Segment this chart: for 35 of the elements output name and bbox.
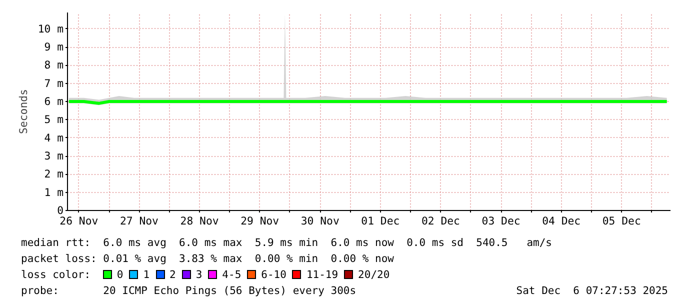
legend-label: 3	[196, 269, 202, 281]
legend-label: 4-5	[222, 269, 242, 281]
legend-label: 2	[170, 269, 176, 281]
x-tick-label: 02 Dec	[421, 214, 460, 228]
y-tick-label: 8 m	[44, 58, 64, 72]
text: probe: 20 ICMP Echo Pings (56 Bytes) every 300s	[21, 285, 356, 297]
x-tick-label: 03 Dec	[482, 214, 520, 228]
y-tick-label: 4 m	[44, 131, 64, 144]
legend-label: 20/20	[358, 269, 390, 281]
text: packet loss: 0.01 % avg 3.83 % max 0.00 % min 0.00 % now	[21, 252, 395, 267]
legend-label: 1	[143, 269, 150, 281]
y-tick-label: 3 m	[44, 150, 64, 163]
legend-label: 0	[116, 269, 124, 281]
y-tick-label: 7 m	[44, 76, 64, 90]
y-tick-label: 6 m	[44, 95, 64, 108]
y-axis-title: Seconds	[16, 89, 30, 134]
legend-title: loss color:	[21, 269, 92, 281]
y-tick-label: 2 m	[44, 168, 64, 181]
y-tick-label: 5 m	[44, 113, 64, 126]
y-tick-label: 1 m	[44, 186, 64, 199]
text: median rtt: 6.0 ms avg 6.0 ms max 5.9 ms min 6.0 ms now 0.0 ms sd 540.5 am/s	[21, 236, 554, 251]
x-tick-label: 27 Nov	[120, 214, 158, 228]
x-tick-label: 04 Dec	[542, 214, 581, 228]
legend-label: 11-19	[306, 269, 338, 281]
x-tick-label: 05 Dec	[602, 214, 641, 228]
x-tick-label: 01 Dec	[361, 214, 400, 228]
y-tick-label: 0	[57, 204, 64, 217]
x-tick-label: 28 Nov	[180, 214, 219, 228]
x-tick-label: 30 Nov	[300, 214, 340, 228]
x-tick-label: 29 Nov	[240, 214, 280, 228]
y-tick-label: 10 m	[38, 22, 64, 36]
text: Sat Dec 6 07:27:53 2025	[516, 284, 668, 297]
x-tick-label: 26 Nov	[60, 214, 98, 228]
legend-label: 6-10	[261, 269, 286, 281]
y-tick-label: 9 m	[44, 40, 64, 54]
